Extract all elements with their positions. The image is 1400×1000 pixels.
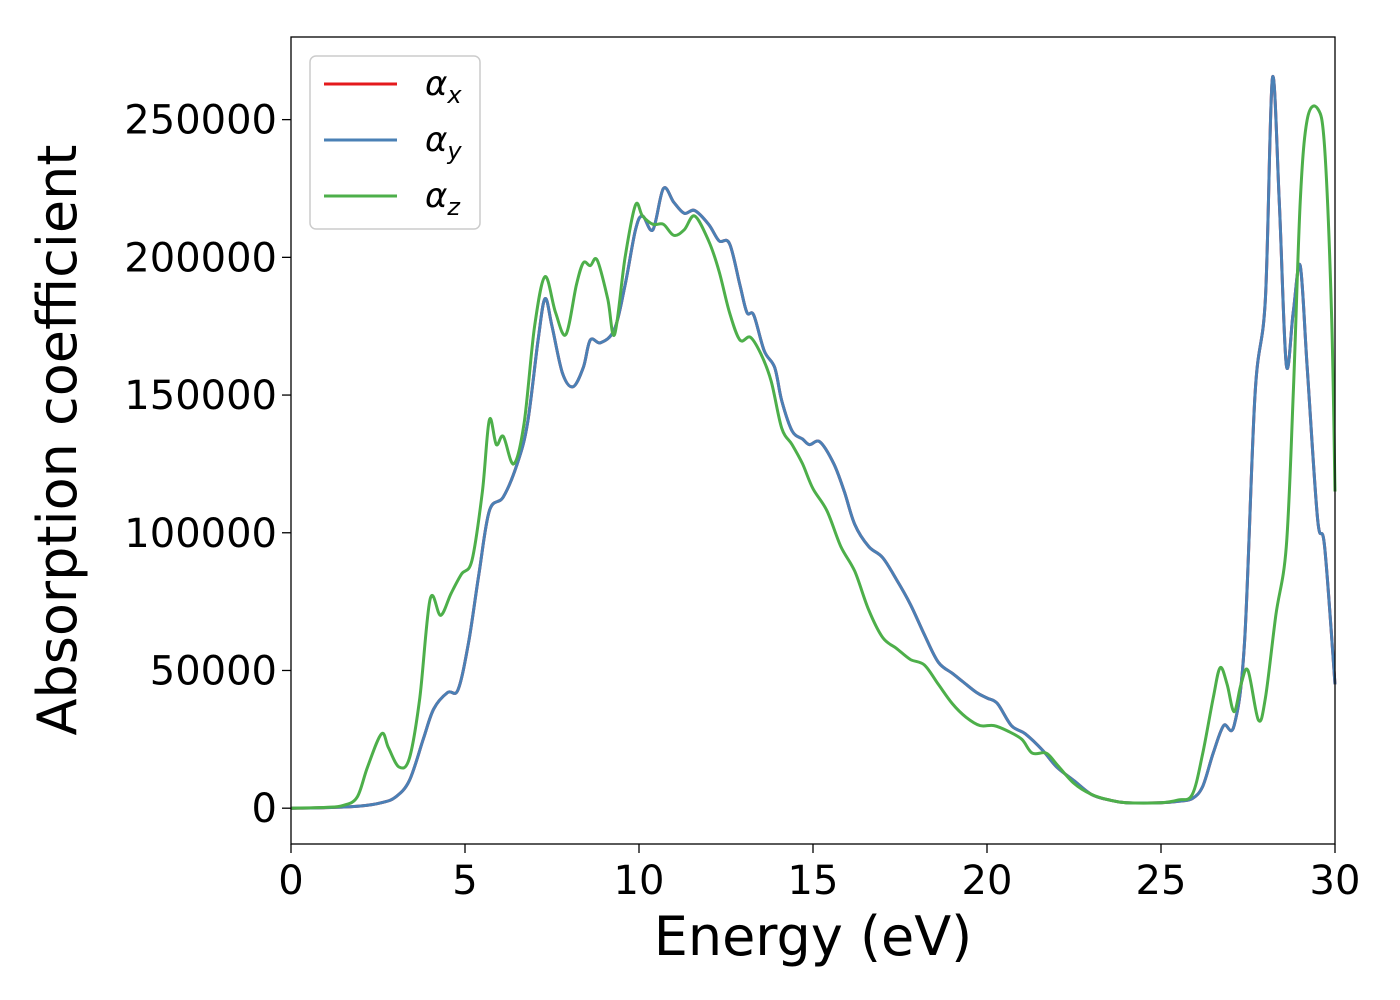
x-tick-label: 25 — [1136, 858, 1187, 904]
legend-box — [309, 55, 481, 230]
legend-label-z: αz — [425, 176, 461, 221]
y-tick-label: 250000 — [124, 98, 277, 144]
x-tick-label: 10 — [614, 858, 665, 904]
y-axis-ticks: 0 50000 100000 150000 200000 250000 — [124, 98, 291, 832]
x-tick-label: 5 — [452, 858, 477, 904]
legend: αx αy αz — [309, 55, 481, 230]
y-tick-label: 200000 — [124, 235, 277, 281]
x-tick-label: 30 — [1310, 858, 1361, 904]
y-tick-label: 0 — [252, 786, 277, 832]
legend-label-x: αx — [425, 64, 462, 109]
series-layer — [290, 74, 1337, 810]
x-tick-label: 20 — [962, 858, 1013, 904]
x-tick-label: 15 — [788, 858, 839, 904]
y-tick-label: 100000 — [124, 511, 277, 557]
y-axis-label: Absorption coefficient — [26, 145, 89, 736]
y-tick-label: 50000 — [150, 648, 277, 694]
x-tick-label: 0 — [278, 858, 303, 904]
x-axis-label: Energy (eV) — [654, 905, 973, 968]
x-axis-ticks: 0 5 10 15 20 25 30 — [278, 844, 1360, 904]
series-line-y — [290, 74, 1337, 810]
y-tick-label: 150000 — [124, 373, 277, 419]
legend-label-y: αy — [425, 120, 462, 165]
series-line-z — [290, 104, 1337, 810]
